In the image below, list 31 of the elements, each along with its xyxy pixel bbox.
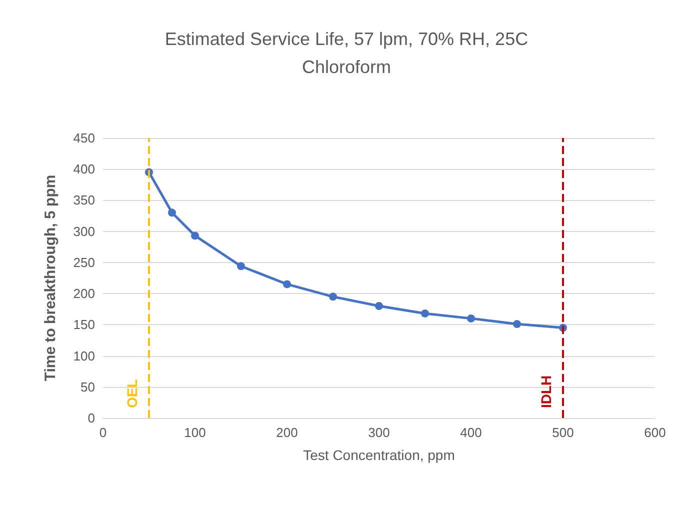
point [375,302,383,310]
y-axis-title: Time to breakthrough, 5 ppm [42,174,59,382]
x-tick-label: 300 [368,425,390,440]
point [467,314,475,322]
x-tick-label: 100 [184,425,206,440]
ref-line-label: IDLH [538,375,554,408]
y-tick-label: 100 [73,348,95,364]
chart-title: Estimated Service Life, 57 lpm, 70% RH, 25C Chloroform [164,29,528,77]
point [168,208,176,217]
y-tick-label: 450 [73,130,95,146]
point [283,280,291,288]
ref-line-label: OEL [124,378,140,408]
x-tick-label: 400 [460,425,482,440]
point [237,262,245,270]
point [421,309,429,318]
y-tick-label: 250 [73,254,95,270]
point [329,292,337,301]
y-tick-label: 200 [73,286,95,302]
y-tick-label: 50 [80,379,95,394]
x-tick-label: 200 [276,425,298,440]
y-tick-label: 0 [88,410,95,426]
x-axis-title: Test Concentration, ppm [303,447,455,463]
x-tick-label: 500 [552,425,574,440]
point [191,232,199,240]
x-tick-label: 600 [644,425,666,440]
y-tick-label: 400 [73,162,95,177]
y-tick-label: 350 [73,192,95,208]
x-tick-label: 0 [99,425,107,440]
y-tick-label: 150 [73,317,95,332]
y-tick-label: 300 [73,224,95,239]
point [513,320,521,328]
